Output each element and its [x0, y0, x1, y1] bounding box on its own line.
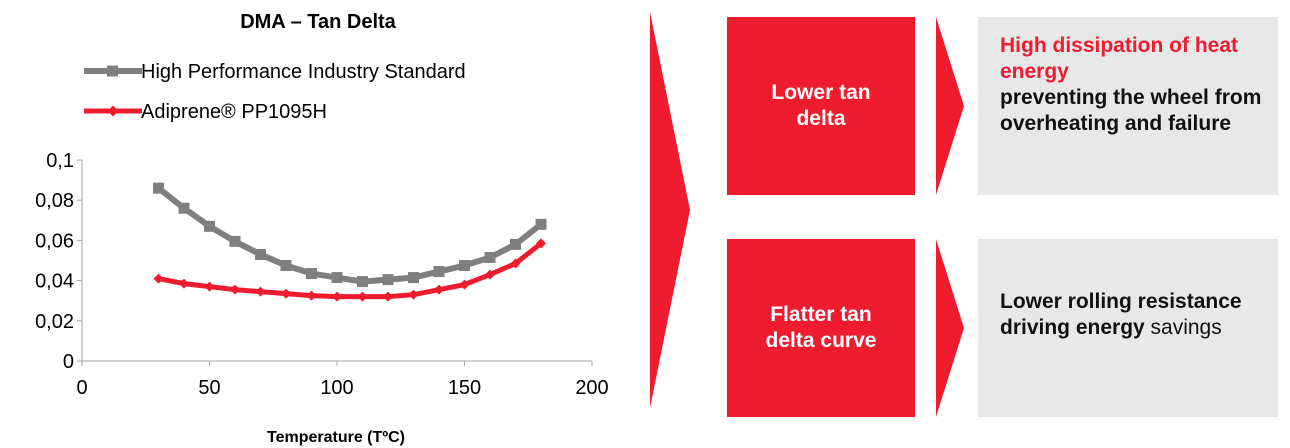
y-tick-label: 0,06	[35, 230, 74, 252]
data-point-red	[408, 289, 419, 300]
legend-label-gray: High Performance Industry Standard	[141, 61, 466, 83]
data-point-red	[179, 278, 189, 289]
series-line-gray	[156, 185, 543, 285]
data-point-red	[434, 284, 444, 295]
data-point-red	[306, 290, 317, 301]
y-tick-label: 0,08	[35, 190, 74, 212]
flatter-curve-box: Flatter tan delta curve	[727, 239, 915, 417]
data-point-red	[459, 279, 470, 290]
data-point-red	[536, 238, 546, 249]
data-point-gray	[510, 238, 521, 250]
data-point-gray	[459, 260, 470, 272]
data-point-gray	[255, 248, 266, 260]
lower-tan-delta-label: Lower tan delta	[771, 81, 871, 130]
data-point-gray	[306, 268, 317, 280]
data-point-red	[255, 286, 266, 297]
heat-dissipation-text: preventing the wheel from overheating an…	[1000, 86, 1262, 135]
data-point-red	[281, 288, 291, 299]
big-arrow-divider	[650, 12, 690, 408]
data-point-gray	[178, 202, 190, 214]
data-point-red	[332, 291, 342, 302]
legend-item-gray: High Performance Industry Standard	[84, 61, 466, 83]
data-point-gray	[331, 272, 343, 284]
data-point-gray	[357, 276, 368, 288]
lower-tan-delta-box: Lower tan delta	[727, 17, 915, 195]
legend-marker-gray	[107, 65, 118, 77]
x-tick-label: 100	[320, 377, 353, 399]
legend: High Performance Industry Standard Adipr…	[84, 61, 466, 123]
data-point-gray	[433, 266, 445, 278]
x-tick-label: 0	[76, 377, 87, 399]
data-point-red	[230, 284, 240, 295]
series-line-red	[158, 241, 543, 300]
x-tick-label: 50	[198, 377, 220, 399]
data-point-gray	[153, 182, 164, 194]
data-point-gray	[408, 272, 419, 284]
tan-delta-chart: DMA – Tan Delta High Performance Industr…	[35, 11, 609, 446]
data-point-gray	[204, 220, 215, 232]
data-point-gray	[382, 274, 394, 286]
data-point-red	[153, 273, 164, 284]
y-tick-label: 0	[63, 351, 74, 373]
data-point-gray	[229, 235, 241, 247]
chart-title: DMA – Tan Delta	[240, 11, 396, 33]
chart-series	[153, 182, 547, 302]
data-point-red	[383, 291, 393, 302]
y-tick-label: 0,1	[46, 150, 74, 172]
heat-dissipation-highlight: High dissipation of heat energy	[1000, 34, 1239, 83]
y-tick-label: 0,04	[35, 271, 74, 293]
data-point-gray	[280, 260, 292, 272]
data-point-red	[204, 281, 215, 292]
rolling-resistance-rest: savings	[1144, 316, 1222, 339]
rolling-resistance-panel: Lower rolling resistance driving energy …	[978, 239, 1278, 417]
x-axis-label: Temperature (TºC)	[267, 429, 405, 446]
data-point-gray	[484, 251, 496, 263]
rolling-resistance-bold: Lower rolling resistance driving energy	[1000, 290, 1242, 339]
y-tick-label: 0,02	[35, 311, 74, 333]
data-point-red	[510, 258, 521, 269]
x-tick-label: 200	[575, 377, 608, 399]
data-point-gray	[535, 218, 547, 230]
x-tick-label: 150	[448, 377, 481, 399]
flatter-curve-label: Flatter tan delta curve	[765, 303, 877, 352]
chevron-bottom-arrow	[936, 239, 964, 417]
legend-item-red: Adiprene® PP1095H	[84, 101, 327, 123]
data-point-red	[357, 291, 368, 302]
chart-axes: 0 0,02 0,04 0,06 0,08 0,1 0 50 100 150 200	[35, 150, 609, 399]
legend-marker-red	[107, 105, 119, 117]
heat-dissipation-panel: High dissipation of heat energy preventi…	[978, 17, 1278, 195]
legend-label-red: Adiprene® PP1095H	[141, 101, 327, 123]
chevron-top-arrow	[936, 17, 964, 195]
data-point-red	[485, 269, 495, 280]
